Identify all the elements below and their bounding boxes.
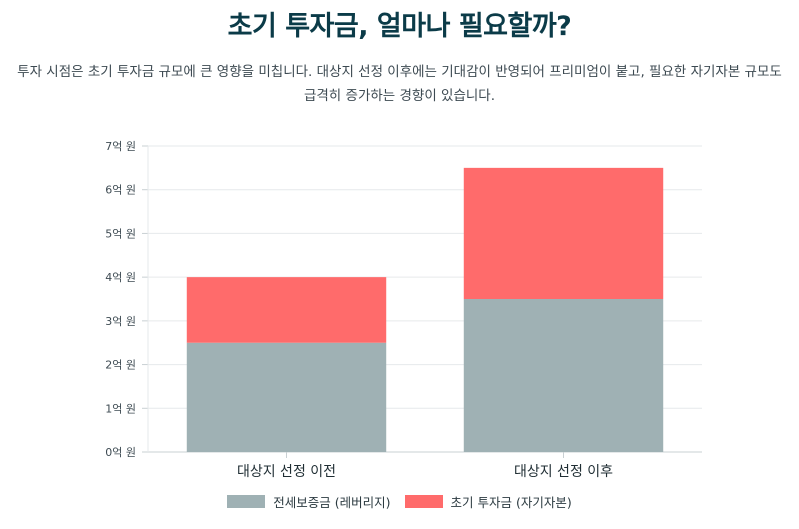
chart-description: 투자 시점은 초기 투자금 규모에 큰 영향을 미칩니다. 대상지 선정 이후에… [17, 64, 782, 104]
legend-item-leverage[interactable]: 전세보증금 (레버리지) [227, 492, 391, 511]
x-tick-label: 대상지 선정 이후 [514, 464, 613, 480]
y-tick-label: 7억 원 [105, 140, 136, 153]
legend-swatch-equity [404, 495, 443, 508]
legend-label-leverage: 전세보증금 (레버리지) [273, 495, 391, 510]
y-tick-label: 6억 원 [105, 184, 136, 197]
bar-segment-leverage[interactable] [463, 299, 664, 452]
legend-swatch-leverage [227, 495, 266, 508]
bar-segment-equity[interactable] [186, 277, 387, 343]
y-tick-label: 5억 원 [105, 227, 136, 240]
legend: 전세보증금 (레버리지) 초기 투자금 (자기자본) [0, 492, 799, 511]
bar-segment-equity[interactable] [463, 167, 664, 299]
bars [186, 167, 664, 452]
y-tick-label: 4억 원 [105, 271, 136, 284]
y-tick-label: 0억 원 [105, 446, 136, 459]
x-tick-label: 대상지 선정 이전 [237, 464, 336, 480]
legend-item-equity[interactable]: 초기 투자금 (자기자본) [404, 492, 572, 511]
bar-segment-leverage[interactable] [186, 342, 387, 452]
chart-title: 초기 투자금, 얼마나 필요할까? [227, 11, 572, 42]
y-tick-label: 3억 원 [105, 315, 136, 328]
legend-label-equity: 초기 투자금 (자기자본) [450, 495, 572, 510]
y-tick-label: 1억 원 [105, 402, 136, 415]
y-tick-label: 2억 원 [105, 359, 136, 372]
